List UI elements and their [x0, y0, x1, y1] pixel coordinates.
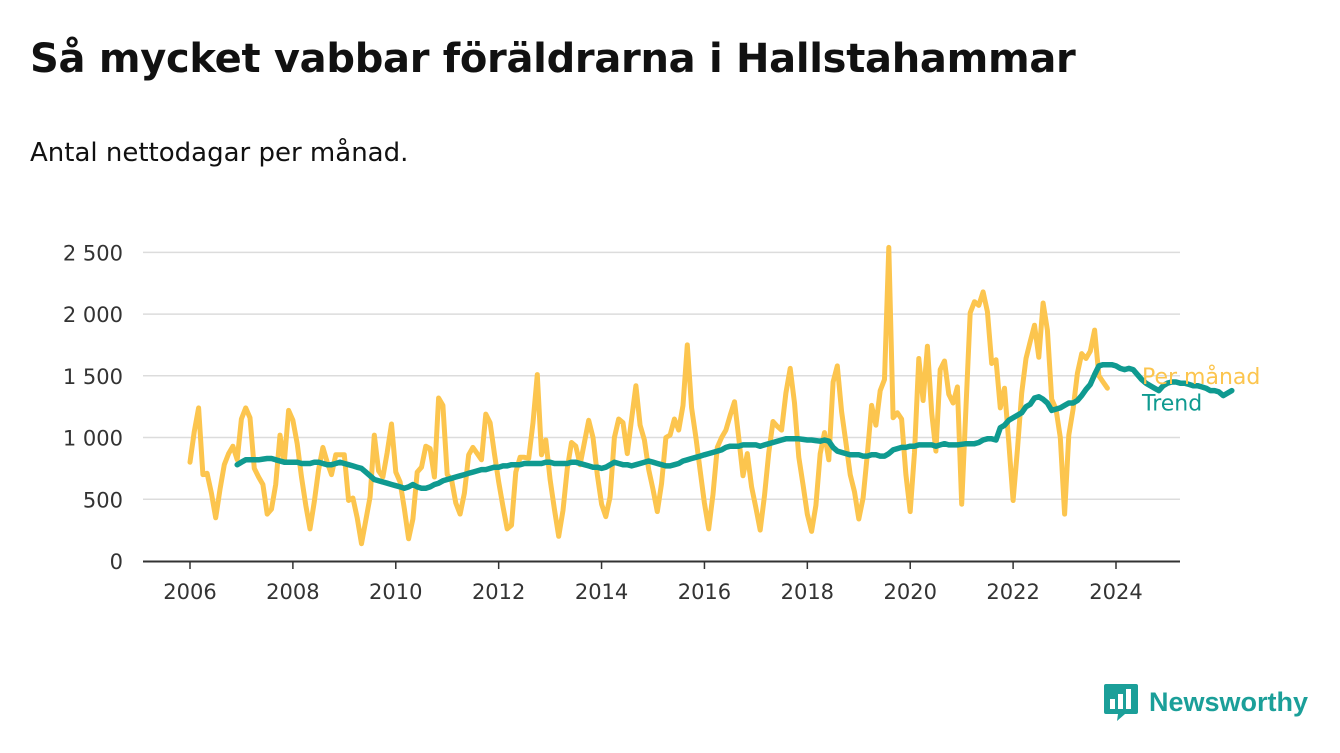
x-tick-label: 2014 — [575, 580, 628, 604]
x-tick-label: 2012 — [472, 580, 525, 604]
series — [187, 244, 1235, 547]
x-axis-ticks: 2006 2008 2010 2012 2014 2016 2018 2020 2022 2024 — [163, 561, 1143, 604]
x-tick-label: 2006 — [163, 580, 216, 604]
series-label-per-manad: Per månad — [1142, 364, 1260, 390]
brand-logo: Newsworthy — [1103, 682, 1308, 722]
y-tick-label: 1 000 — [63, 427, 123, 451]
brand-name: Newsworthy — [1149, 686, 1309, 717]
series-line-trend — [234, 361, 1235, 491]
x-tick-label: 2024 — [1089, 580, 1142, 604]
y-tick-label: 1 500 — [63, 365, 123, 389]
y-tick-label: 2 500 — [63, 241, 123, 265]
chart-subtitle: Antal nettodagar per månad. — [30, 138, 409, 168]
x-tick-label: 2016 — [678, 580, 731, 604]
x-tick-label: 2008 — [266, 580, 319, 604]
y-tick-label: 0 — [110, 550, 123, 574]
x-tick-label: 2018 — [781, 580, 834, 604]
newsworthy-logo-icon — [1104, 684, 1138, 721]
y-tick-label: 500 — [83, 488, 123, 512]
x-tick-label: 2020 — [883, 580, 936, 604]
x-tick-label: 2010 — [369, 580, 422, 604]
series-line-per-manad — [187, 244, 1110, 547]
x-tick-label: 2022 — [986, 580, 1039, 604]
y-tick-label: 2 000 — [63, 303, 123, 327]
chart-title: Så mycket vabbar föräldrarna i Hallstaha… — [30, 36, 1076, 82]
y-axis-tick-labels: 0 500 1 000 1 500 2 000 2 500 — [63, 241, 123, 574]
series-label-trend: Trend — [1141, 392, 1202, 417]
